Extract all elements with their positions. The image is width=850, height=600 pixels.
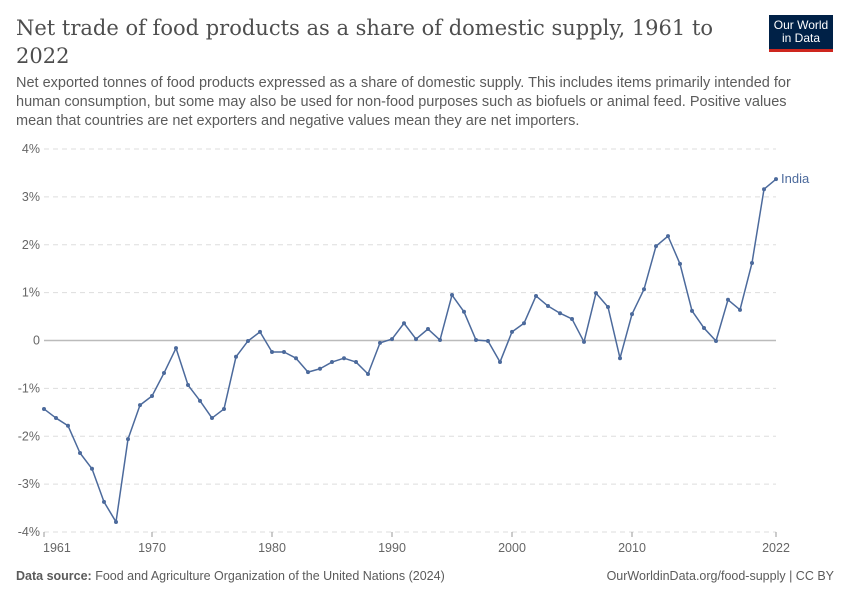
owid-logo[interactable]: Our World in Data bbox=[769, 15, 833, 52]
data-point bbox=[594, 291, 598, 296]
data-point bbox=[642, 287, 646, 292]
data-point bbox=[186, 383, 190, 388]
data-point bbox=[378, 340, 382, 345]
data-point bbox=[90, 466, 94, 471]
data-point bbox=[282, 349, 286, 354]
y-tick-label: -4% bbox=[18, 525, 40, 539]
data-point bbox=[726, 297, 730, 302]
x-tick-label: 2010 bbox=[618, 541, 646, 555]
data-point bbox=[102, 499, 106, 504]
series-label: India bbox=[781, 171, 810, 186]
data-point bbox=[558, 311, 562, 316]
data-point bbox=[630, 312, 634, 317]
chart-subtitle: Net exported tonnes of food products exp… bbox=[16, 75, 791, 129]
data-point bbox=[294, 356, 298, 361]
data-point bbox=[606, 304, 610, 309]
data-point bbox=[150, 394, 154, 399]
data-point bbox=[330, 360, 334, 365]
data-point bbox=[450, 293, 454, 298]
x-tick-label: 1970 bbox=[138, 541, 166, 555]
x-tick-label: 2000 bbox=[498, 541, 526, 555]
data-point bbox=[678, 261, 682, 266]
y-tick-label: -3% bbox=[18, 477, 40, 491]
data-point bbox=[414, 337, 418, 342]
data-point bbox=[654, 244, 658, 249]
data-point bbox=[54, 416, 58, 421]
data-point bbox=[486, 338, 490, 343]
source-text: Food and Agriculture Organization of the… bbox=[95, 569, 445, 583]
data-point bbox=[702, 326, 706, 331]
data-point bbox=[198, 398, 202, 403]
data-point bbox=[750, 260, 754, 265]
data-point bbox=[714, 338, 718, 343]
data-point bbox=[258, 329, 262, 334]
y-tick-label: -1% bbox=[18, 381, 40, 395]
y-tick-label: 3% bbox=[22, 190, 40, 204]
data-point bbox=[774, 177, 778, 182]
data-point bbox=[306, 370, 310, 375]
data-point bbox=[318, 366, 322, 371]
data-point bbox=[234, 354, 238, 359]
data-point bbox=[426, 327, 430, 332]
data-point bbox=[246, 338, 250, 343]
data-point bbox=[354, 360, 358, 365]
data-point bbox=[570, 316, 574, 321]
data-point bbox=[474, 338, 478, 343]
data-point bbox=[210, 416, 214, 421]
data-point bbox=[510, 329, 514, 334]
data-point bbox=[690, 308, 694, 313]
x-tick-label: 2022 bbox=[762, 541, 790, 555]
source-label: Data source: bbox=[16, 569, 92, 583]
y-tick-label: 0 bbox=[33, 334, 40, 348]
data-point bbox=[402, 321, 406, 326]
data-point bbox=[666, 234, 670, 239]
data-point bbox=[138, 403, 142, 408]
chart-title: Net trade of food products as a share of… bbox=[16, 16, 714, 68]
data-point bbox=[174, 346, 178, 351]
data-point bbox=[618, 356, 622, 361]
data-point bbox=[390, 337, 394, 342]
y-tick-label: 4% bbox=[22, 142, 40, 156]
data-source: Data source: Food and Agriculture Organi… bbox=[16, 569, 445, 583]
data-point bbox=[126, 437, 130, 442]
data-point bbox=[162, 371, 166, 376]
data-point bbox=[222, 406, 226, 411]
data-point bbox=[438, 338, 442, 343]
data-point bbox=[78, 451, 82, 456]
data-point bbox=[498, 360, 502, 365]
data-point bbox=[342, 356, 346, 361]
data-point bbox=[546, 304, 550, 309]
data-point bbox=[366, 372, 370, 377]
series-line-india bbox=[43, 178, 777, 523]
y-tick-label: 1% bbox=[22, 286, 40, 300]
y-tick-label: -2% bbox=[18, 429, 40, 443]
data-point bbox=[534, 293, 538, 298]
x-tick-label: 1961 bbox=[43, 541, 71, 555]
data-point bbox=[762, 187, 766, 192]
footer-link[interactable]: OurWorldinData.org/food-supply | CC BY bbox=[606, 569, 834, 583]
data-point bbox=[270, 349, 274, 354]
data-point bbox=[66, 423, 70, 428]
data-point bbox=[114, 519, 118, 524]
data-point bbox=[738, 307, 742, 312]
x-tick-label: 1990 bbox=[378, 541, 406, 555]
data-point bbox=[522, 321, 526, 326]
data-point bbox=[42, 406, 46, 411]
y-tick-label: 2% bbox=[22, 238, 40, 252]
x-tick-label: 1980 bbox=[258, 541, 286, 555]
data-point bbox=[582, 339, 586, 344]
data-point bbox=[462, 309, 466, 314]
